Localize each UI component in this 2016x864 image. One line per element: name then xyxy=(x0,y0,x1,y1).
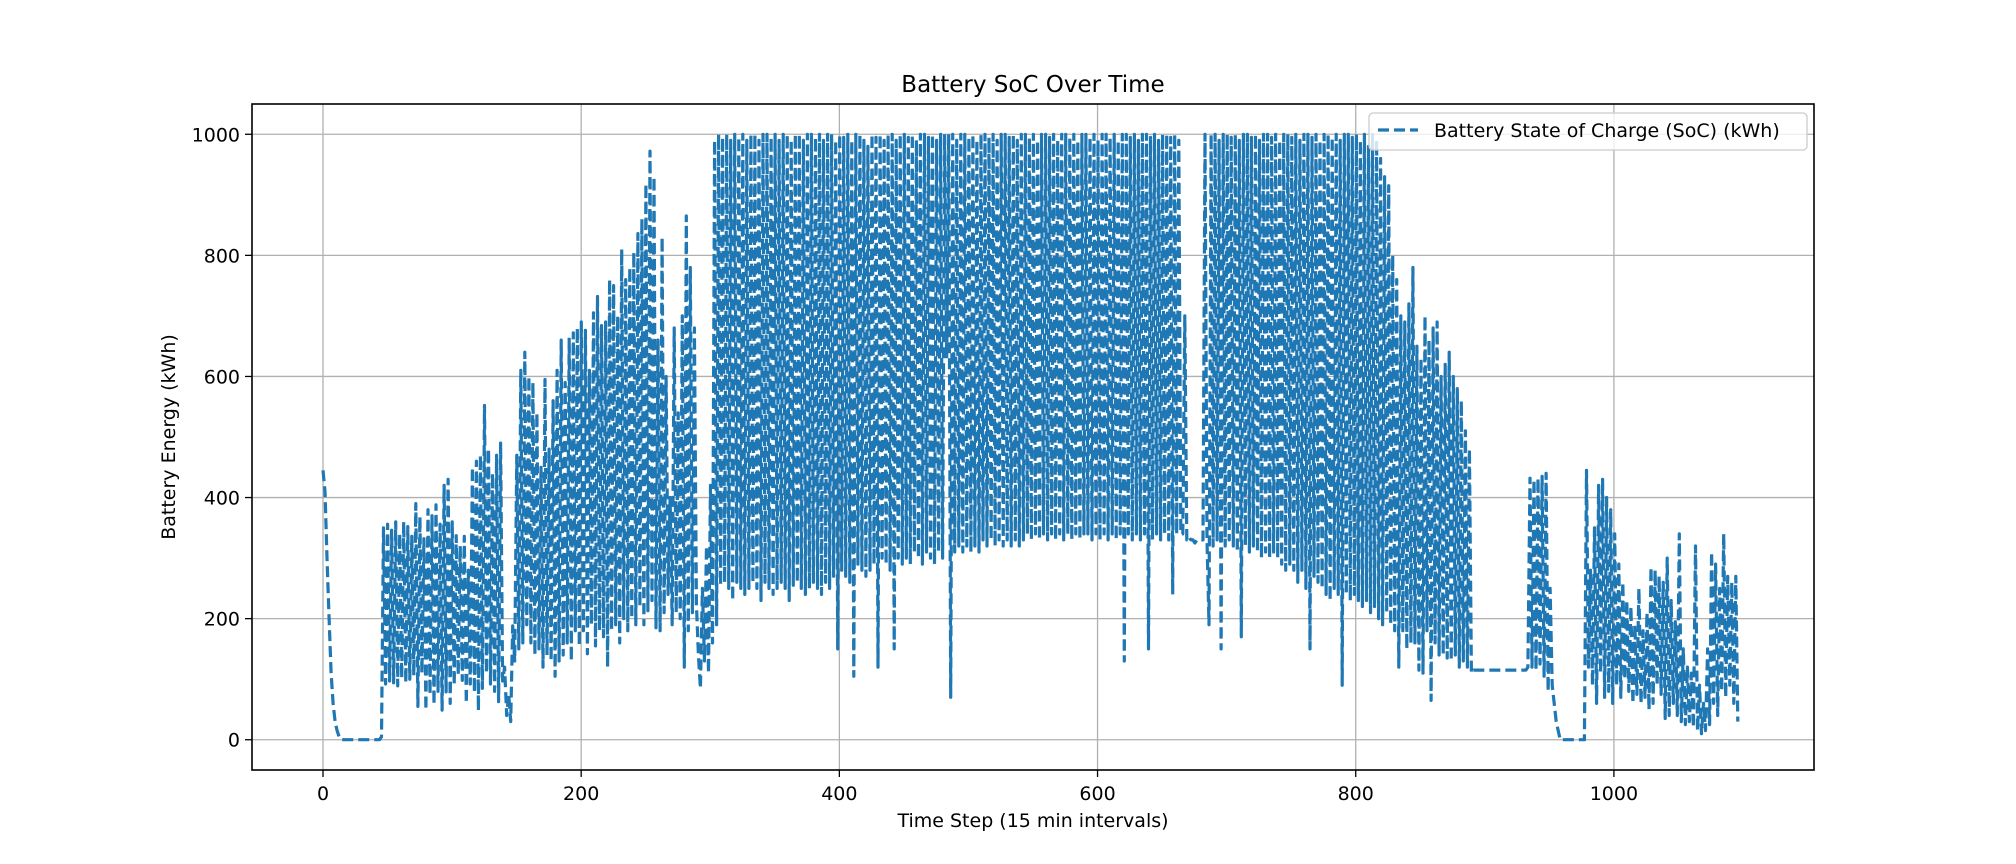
y-axis-label: Battery Energy (kWh) xyxy=(158,334,180,540)
ticks: 0 200 400 600 800 1000 0 200 400 600 800 1000 xyxy=(192,124,1638,805)
y-tick-label: 200 xyxy=(204,609,240,631)
y-tick-label: 1000 xyxy=(192,124,240,146)
chart-title: Battery SoC Over Time xyxy=(901,72,1164,98)
legend: Battery State of Charge (SoC) (kWh) xyxy=(1368,112,1808,151)
x-tick-label: 800 xyxy=(1338,783,1374,805)
x-tick-label: 200 xyxy=(563,783,599,805)
series-line-battery-soc xyxy=(321,132,1740,742)
x-tick-label: 600 xyxy=(1079,783,1115,805)
x-tick-label: 1000 xyxy=(1590,783,1638,805)
plot-frame xyxy=(251,103,1815,771)
y-tick-label: 400 xyxy=(204,488,240,510)
legend-box xyxy=(1368,112,1808,151)
legend-label: Battery State of Charge (SoC) (kWh) xyxy=(1434,120,1780,142)
x-tick-label: 400 xyxy=(821,783,857,805)
y-tick-label: 0 xyxy=(228,730,240,752)
y-tick-label: 800 xyxy=(204,245,240,267)
y-tick-label: 600 xyxy=(204,366,240,388)
x-axis-label: Time Step (15 min intervals) xyxy=(896,810,1168,832)
series-layer xyxy=(321,132,1740,742)
x-tick-label: 0 xyxy=(317,783,329,805)
